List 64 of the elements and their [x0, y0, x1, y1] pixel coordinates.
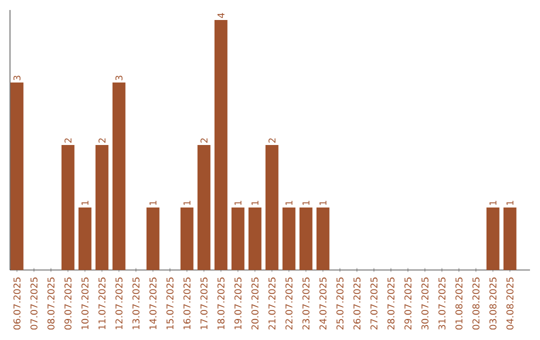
x-tick-label: 16.07.2025: [183, 278, 190, 330]
data-label: 2: [268, 138, 276, 143]
data-label: 1: [490, 200, 496, 205]
bar: [503, 208, 516, 270]
data-label: 2: [98, 138, 106, 143]
x-tick-label: 01.08.2025: [455, 278, 462, 330]
x-tick-label: 02.08.2025: [472, 278, 480, 330]
x-tick-label: 13.07.2025: [132, 278, 140, 330]
x-tick-label: 28.07.2025: [387, 278, 394, 330]
bar: [316, 208, 330, 270]
x-tick-label: 04.08.2025: [506, 278, 514, 330]
x-tick-label: 03.08.2025: [489, 278, 496, 330]
x-tick-label: 24.07.2025: [319, 278, 326, 330]
x-tick-label: 06.07.2025: [13, 278, 20, 330]
bar: [299, 208, 312, 270]
data-label: 1: [252, 200, 258, 205]
x-tick-label: 19.07.2025: [234, 278, 242, 330]
x-tick-label: 22.07.2025: [285, 278, 292, 330]
bar: [112, 82, 126, 270]
data-label: 1: [506, 200, 514, 205]
data-label: 2: [64, 138, 72, 143]
x-tick-label: 31.07.2025: [438, 278, 446, 330]
data-label: 3: [115, 76, 122, 80]
x-tick-label: 07.07.2025: [30, 278, 38, 330]
bar: [486, 208, 500, 270]
x-tick-label: 15.07.2025: [166, 278, 174, 330]
x-tick-label: 27.07.2025: [370, 278, 378, 330]
bar: [214, 20, 228, 270]
bar: [146, 208, 160, 270]
bar: [232, 208, 244, 270]
x-tick-label: 23.07.2025: [302, 278, 310, 330]
x-tick-label: 11.07.2025: [98, 278, 106, 330]
bar: [265, 145, 278, 270]
bar: [62, 145, 74, 270]
x-tick-label: 17.07.2025: [200, 278, 208, 330]
bar: [180, 208, 194, 270]
bar: [10, 82, 24, 270]
bar: [78, 208, 92, 270]
x-tick-label: 09.07.2025: [64, 278, 72, 330]
data-label: 1: [234, 200, 242, 205]
x-tick-label: 14.07.2025: [149, 278, 156, 330]
x-tick-label: 18.07.2025: [217, 278, 224, 330]
data-label: 1: [286, 200, 292, 205]
bar: [197, 145, 210, 270]
x-tick-label: 29.07.2025: [404, 278, 412, 330]
bar: [96, 145, 108, 270]
data-label: 2: [200, 138, 208, 143]
data-label: 1: [320, 200, 326, 205]
data-label: 1: [82, 200, 88, 205]
x-tick-label: 21.07.2025: [268, 278, 276, 330]
x-tick-label: 10.07.2025: [81, 278, 88, 330]
bar: [248, 208, 262, 270]
x-tick-label: 26.07.2025: [353, 278, 360, 330]
x-tick-label: 08.07.2025: [47, 278, 54, 330]
data-label: 1: [302, 200, 310, 205]
bar: [282, 208, 296, 270]
data-label: 4: [218, 12, 224, 18]
x-tick-label: 20.07.2025: [251, 278, 258, 330]
x-tick-label: 12.07.2025: [115, 278, 122, 330]
x-tick-label: 25.07.2025: [336, 278, 344, 330]
data-label: 1: [184, 200, 190, 205]
x-tick-label: 30.07.2025: [421, 278, 428, 330]
data-label: 3: [13, 76, 20, 80]
data-label: 1: [150, 200, 156, 205]
